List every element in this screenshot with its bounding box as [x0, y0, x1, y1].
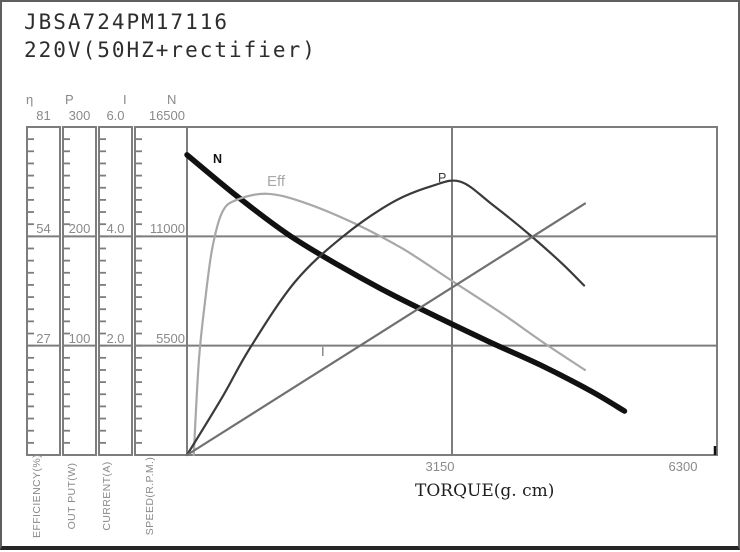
- curve-label-efficiency: Eff: [267, 173, 286, 190]
- curve-output-power: [185, 179, 586, 457]
- axis-tick-label: 54: [36, 221, 51, 236]
- y-axis-title-current: CURRENT(A): [101, 461, 113, 531]
- axis-symbol-eta: η: [26, 92, 34, 107]
- curve-label-current: I: [321, 344, 325, 359]
- axis-tick-label: 81: [36, 108, 51, 123]
- axis-symbol-p: P: [65, 92, 74, 107]
- axis-tick-label: 4.0: [106, 221, 125, 236]
- x-tick-label: 3150: [425, 459, 455, 474]
- curve-speed: [184, 152, 628, 414]
- y-axis-title-output: OUT PUT(W): [66, 462, 78, 530]
- x-tick-label: 6300: [668, 459, 698, 474]
- axis-tick-label: 5500: [156, 331, 185, 346]
- axis-tick-label: 6.0: [106, 108, 125, 123]
- curve-current: [185, 202, 587, 457]
- curve-efficiency: [192, 192, 587, 457]
- axis-tick-label: 2.0: [106, 331, 125, 346]
- y-axis-title-speed: SPEED(R.P.M.): [144, 456, 156, 536]
- axis-tick-label: 100: [68, 331, 91, 346]
- voltage-spec: 220V(50HZ+rectifier): [24, 38, 317, 62]
- curve-label-speed: N: [213, 152, 223, 166]
- axis-tick-label: 11000: [149, 221, 185, 236]
- axis-tick-label: 16500: [148, 108, 185, 123]
- axis-tick-label: 300: [68, 108, 91, 123]
- model-title: JBSA724PM17116: [24, 10, 230, 34]
- axis-tick-label: 200: [68, 221, 91, 236]
- curve-label-power: P: [438, 171, 447, 185]
- axis-symbol-i: I: [123, 92, 127, 107]
- x-axis-title: TORQUE(g. cm): [415, 481, 555, 501]
- y-axis-title-efficiency: EFFICIENCY(%): [31, 454, 43, 538]
- axis-tick-label: 27: [36, 331, 51, 346]
- axis-symbol-n: N: [167, 92, 177, 107]
